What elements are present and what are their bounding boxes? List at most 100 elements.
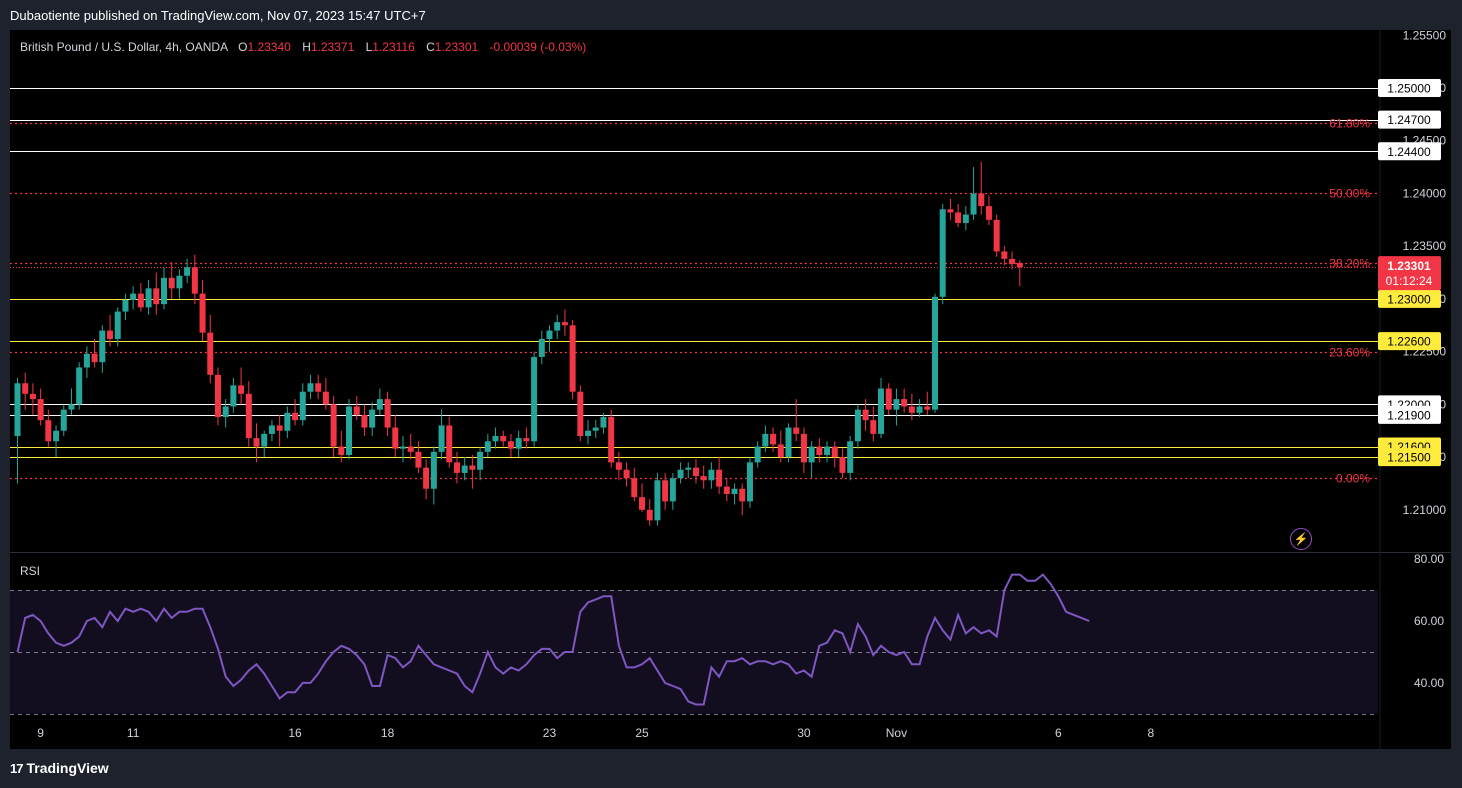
- last-price-tag-bg: [1378, 256, 1441, 291]
- candle-body: [507, 441, 514, 449]
- chart-canvas[interactable]: 61.80% 50.00% 38.20% 23.60% 0.00% 1.21000 1.2…: [10, 30, 1451, 749]
- open-label: O: [238, 40, 248, 54]
- candle-body: [99, 330, 106, 363]
- symbol-legend[interactable]: British Pound / U.S. Dollar, 4h, OANDA O…: [20, 40, 594, 54]
- candle-body: [955, 212, 962, 223]
- change-value: -0.00039 (-0.03%): [489, 40, 587, 54]
- candle-body: [222, 406, 229, 418]
- close-label: C: [426, 40, 435, 54]
- candle-body: [137, 293, 144, 308]
- fibonacci-levels: 61.80% 50.00% 38.20% 23.60% 0.00%: [10, 117, 1378, 486]
- candle-body: [407, 446, 414, 452]
- symbol-name: British Pound / U.S. Dollar, 4h, OANDA: [20, 40, 229, 54]
- tradingview-logo[interactable]: 17 TradingView: [10, 760, 109, 776]
- candle-body: [854, 409, 861, 442]
- candle-body: [91, 353, 98, 363]
- candle-body: [870, 420, 877, 434]
- candle-body: [392, 427, 399, 449]
- time-tick-label: 11: [127, 726, 140, 740]
- candle-body: [970, 193, 977, 215]
- candle-body: [824, 446, 831, 455]
- candle-body: [492, 436, 499, 442]
- time-tick-label: 18: [381, 726, 395, 740]
- high-value: 1.23371: [310, 40, 355, 54]
- candle-body: [677, 469, 684, 479]
- candle-body: [885, 388, 892, 410]
- candle-body: [453, 462, 460, 473]
- time-tick-label: 23: [543, 726, 557, 740]
- candle-body: [53, 430, 60, 442]
- time-tick-label: 9: [37, 726, 44, 740]
- candle-body: [538, 338, 545, 357]
- rsi-band-fill: [10, 590, 1378, 714]
- candle-body: [484, 441, 491, 452]
- candle-body: [839, 457, 846, 473]
- time-tick-label: 16: [288, 726, 302, 740]
- candle-body: [623, 469, 630, 479]
- candle-body: [685, 467, 692, 470]
- candle-body: [985, 206, 992, 220]
- candle-body: [400, 446, 406, 449]
- candle-body: [639, 497, 646, 510]
- rsi-tick-label: 60.00: [1414, 614, 1444, 628]
- candle-body: [284, 412, 291, 431]
- candle-body: [777, 444, 784, 458]
- price-tick-label: 1.24000: [1403, 186, 1447, 200]
- candle-body: [554, 322, 561, 331]
- candle-body: [708, 469, 715, 481]
- candle-body: [585, 430, 592, 436]
- white-level-tag: 1.21900: [1387, 408, 1431, 422]
- price-tick-label: 1.21000: [1403, 503, 1447, 517]
- candle-body: [1016, 263, 1023, 268]
- candle-body: [268, 425, 275, 434]
- candle-body: [376, 399, 383, 410]
- white-level-tag-bg: [1378, 405, 1441, 424]
- candle-body: [746, 462, 753, 502]
- chart-panel[interactable]: 61.80% 50.00% 38.20% 23.60% 0.00% 1.21000 1.2…: [10, 30, 1451, 749]
- candle-body: [808, 446, 815, 463]
- rsi-line: [16, 573, 1090, 706]
- candle-body: [461, 465, 468, 473]
- candle-body: [615, 462, 622, 470]
- candle-body: [523, 438, 530, 442]
- candle-body: [770, 433, 777, 445]
- open-value: 1.23340: [247, 40, 291, 54]
- time-tick-label: 8: [1148, 726, 1155, 740]
- candle-body: [878, 388, 885, 434]
- time-axis: 9 11 16 18 23 25 30 Nov 6 8: [37, 726, 1154, 740]
- candle-body: [947, 209, 954, 213]
- candle-body: [931, 296, 938, 410]
- price-tick-label: 1.23500: [1403, 239, 1447, 253]
- candle-body: [762, 433, 769, 447]
- candle-body: [831, 446, 838, 458]
- candle-body: [330, 404, 337, 447]
- fib-level-label: 50.00%: [1329, 187, 1370, 201]
- rsi-tick-label: 40.00: [1414, 676, 1444, 690]
- candle-body: [669, 478, 676, 502]
- candle-body: [662, 480, 669, 502]
- candle-body: [338, 446, 345, 455]
- candle-body: [939, 209, 946, 297]
- candle-body: [107, 330, 114, 339]
- candle-body: [292, 412, 299, 421]
- candle-body: [60, 409, 67, 431]
- candle-body: [531, 356, 538, 442]
- white-level-tag-bg: [1378, 79, 1441, 97]
- time-tick-label: 30: [797, 726, 811, 740]
- yellow-level-tag-bg: [1378, 332, 1441, 351]
- lightning-alert-icon[interactable]: ⚡: [1290, 528, 1312, 550]
- candle-body: [692, 467, 699, 477]
- candle-body: [14, 383, 21, 436]
- candle-body: [446, 425, 453, 463]
- candle-body: [230, 385, 237, 407]
- candle-body: [477, 451, 484, 470]
- candle-body: [600, 417, 607, 428]
- candle-body: [731, 488, 738, 494]
- candle-body: [631, 478, 638, 498]
- candle-body: [1009, 258, 1016, 265]
- candle-body: [546, 330, 553, 339]
- candle-body: [199, 293, 206, 333]
- price-tick-label: 1.25500: [1403, 30, 1447, 42]
- candle-body: [700, 476, 707, 481]
- tradingview-brand: TradingView: [26, 760, 109, 776]
